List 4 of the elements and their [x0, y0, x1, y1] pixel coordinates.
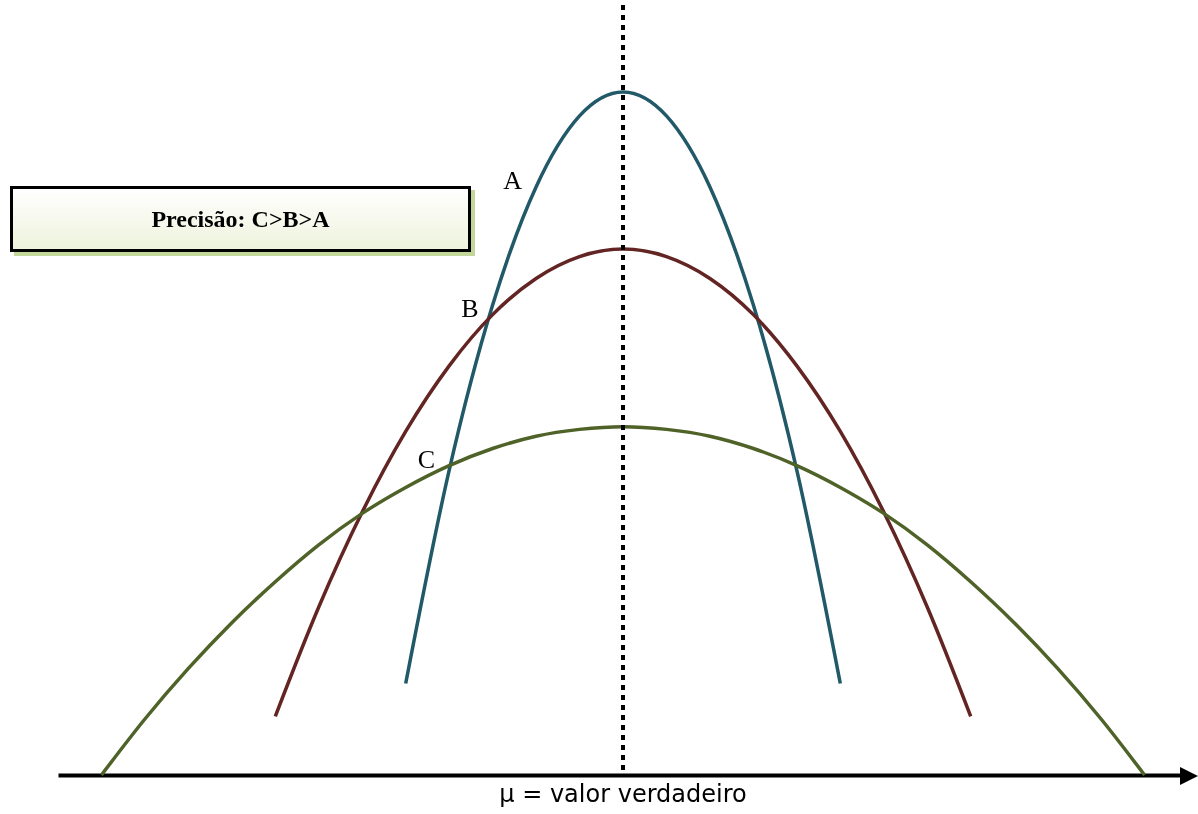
series-label: C — [417, 444, 436, 474]
series-label: B — [461, 293, 479, 323]
series-label: A — [503, 165, 523, 195]
text: μ = valor verdadeiro — [499, 780, 747, 808]
